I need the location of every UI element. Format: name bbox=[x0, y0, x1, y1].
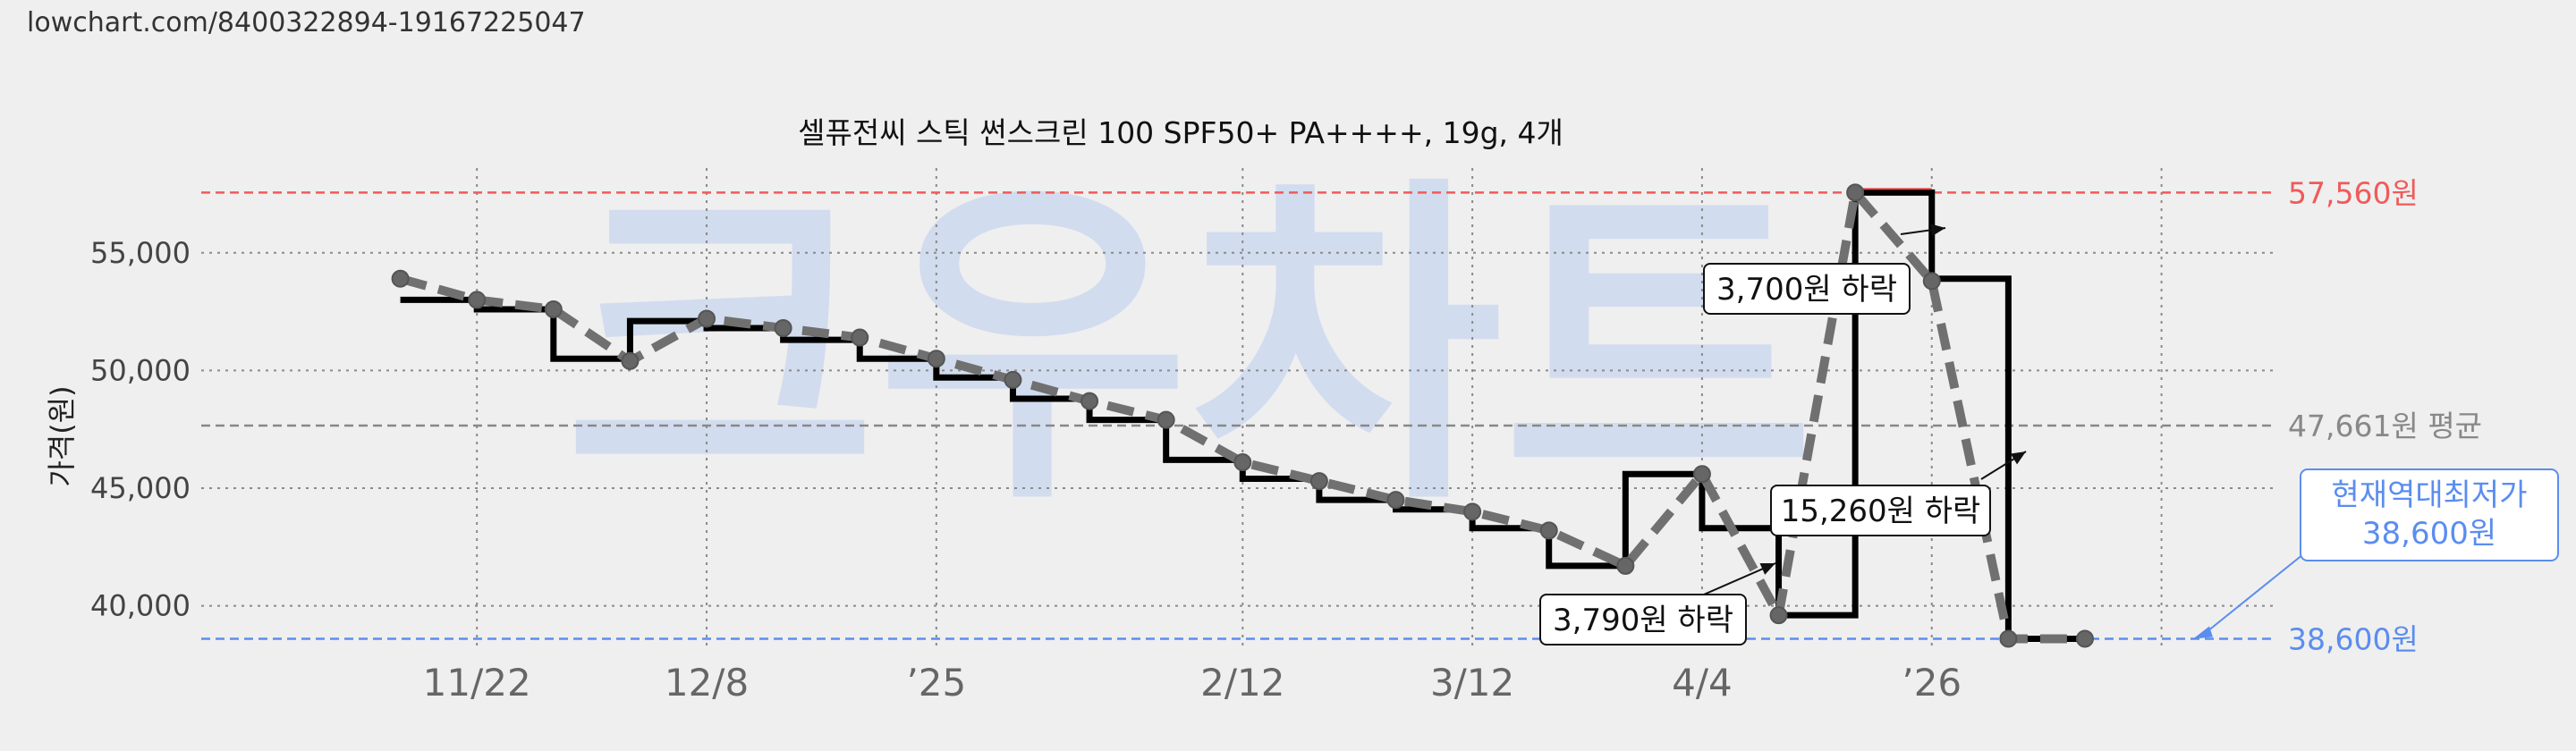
x-tick-label: 11/22 bbox=[423, 661, 531, 705]
data-point-marker bbox=[1004, 370, 1022, 389]
reference-line-label: 47,661원 평균 bbox=[2288, 409, 2482, 443]
callout-box bbox=[1703, 263, 1911, 315]
source-url: lowchart.com/8400322894-19167225047 bbox=[27, 7, 586, 38]
data-point-marker bbox=[391, 269, 410, 288]
data-point-marker bbox=[1309, 472, 1328, 491]
data-point-marker bbox=[1157, 410, 1175, 429]
callout-arrowhead bbox=[1930, 224, 1945, 237]
current-low-title: 현재역대최저가 bbox=[2332, 477, 2528, 513]
data-point-marker bbox=[851, 328, 869, 347]
data-point-marker bbox=[1846, 183, 1865, 202]
data-point-marker bbox=[1692, 465, 1711, 484]
callout-box bbox=[1539, 594, 1747, 646]
chart-title: 셀퓨전씨 스틱 썬스크린 100 SPF50+ PA++++, 19g, 4개 bbox=[798, 115, 1563, 150]
current-low-arrowhead bbox=[2193, 626, 2213, 639]
watermark: 크우차트 bbox=[564, 149, 1815, 545]
x-tick-label: ’25 bbox=[906, 661, 966, 705]
data-point-marker bbox=[774, 319, 792, 337]
callout-arrowhead bbox=[2010, 451, 2026, 465]
data-point-marker bbox=[1233, 453, 1252, 472]
current-low-value: 38,600원 bbox=[2362, 516, 2496, 552]
data-point-marker bbox=[1769, 606, 1788, 625]
y-tick-label: 55,000 bbox=[90, 236, 191, 270]
data-point-marker bbox=[698, 309, 716, 328]
data-point-marker bbox=[1616, 556, 1635, 575]
data-point-marker bbox=[1463, 502, 1482, 521]
data-point-marker bbox=[927, 350, 945, 368]
data-point-marker bbox=[1922, 272, 1941, 291]
current-low-box bbox=[2300, 468, 2559, 561]
price-dashed-line bbox=[399, 182, 2085, 644]
current-low-arrow bbox=[2199, 553, 2304, 638]
x-tick-label: ’26 bbox=[1902, 661, 1962, 705]
x-tick-label: 12/8 bbox=[665, 661, 749, 705]
callout-arrowhead bbox=[1759, 563, 1775, 575]
data-point-marker bbox=[621, 351, 640, 370]
y-axis-label: 가격(원) bbox=[45, 385, 79, 486]
data-point-marker bbox=[468, 291, 487, 309]
callout-box bbox=[1770, 485, 1991, 536]
data-point-marker bbox=[1386, 491, 1405, 510]
data-point-marker bbox=[1539, 521, 1558, 540]
x-tick-label: 4/4 bbox=[1672, 661, 1733, 705]
data-point-marker bbox=[2075, 629, 2094, 648]
x-tick-label: 2/12 bbox=[1200, 661, 1284, 705]
data-point-marker bbox=[1080, 392, 1099, 410]
y-tick-label: 45,000 bbox=[90, 471, 191, 505]
reference-lines: 57,560원 47,661원 평균 38,600원 bbox=[201, 175, 2482, 656]
reference-line-label: 38,600원 bbox=[2288, 621, 2419, 656]
callout-text: 3,790원 하락 bbox=[1553, 603, 1733, 638]
callout-text: 3,700원 하락 bbox=[1716, 272, 1897, 308]
series-group bbox=[391, 182, 2094, 648]
callout-text: 15,260원 하락 bbox=[1781, 494, 1981, 529]
axes: 40,000 45,000 50,000 55,000 11/22 12/8 ’25 2/12… bbox=[90, 236, 1962, 705]
y-tick-label: 50,000 bbox=[90, 353, 191, 387]
reference-line-label: 57,560원 bbox=[2288, 175, 2419, 210]
callouts: 3,700원 하락 15,260원 하락 3,790원 하락 현재역대최저가38,60… bbox=[1539, 224, 2559, 646]
data-point-marker bbox=[1999, 629, 2018, 648]
x-tick-label: 3/12 bbox=[1430, 661, 1514, 705]
data-point-marker bbox=[544, 300, 563, 318]
y-tick-label: 40,000 bbox=[90, 589, 191, 623]
